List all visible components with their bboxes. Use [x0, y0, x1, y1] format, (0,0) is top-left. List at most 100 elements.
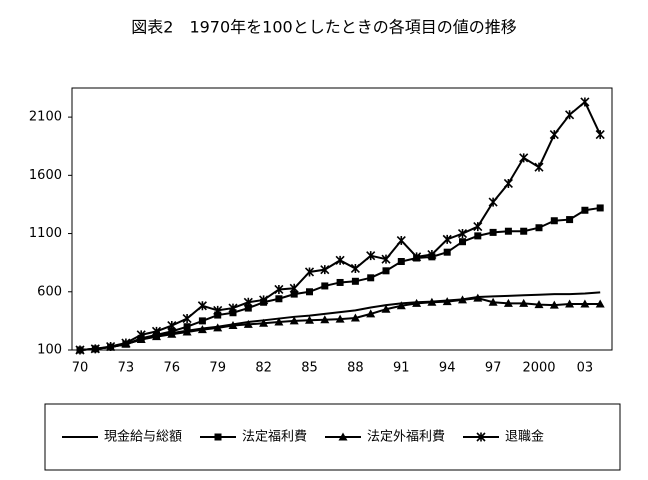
marker: [366, 251, 376, 261]
marker: [396, 301, 406, 310]
x-tick-label: 82: [255, 361, 272, 376]
marker: [106, 341, 116, 352]
marker: [335, 314, 345, 323]
marker: [183, 323, 191, 331]
marker: [259, 318, 269, 327]
marker: [595, 299, 605, 308]
marker: [320, 315, 330, 324]
marker: [290, 290, 298, 298]
marker: [197, 301, 207, 311]
marker: [580, 97, 590, 107]
marker: [565, 110, 575, 120]
marker: [182, 313, 192, 324]
marker: [338, 432, 348, 441]
marker: [489, 228, 497, 236]
legend-label: 法定外福利費: [367, 430, 445, 445]
marker: [335, 255, 345, 265]
marker: [198, 317, 206, 325]
marker: [228, 321, 238, 330]
marker: [581, 206, 589, 214]
marker: [503, 178, 513, 189]
marker: [243, 297, 253, 307]
marker: [214, 433, 222, 441]
x-tick-label: 85: [301, 361, 318, 376]
legend-label: 退職金: [505, 429, 544, 445]
marker: [213, 305, 223, 315]
marker: [306, 288, 313, 296]
marker: [396, 235, 406, 246]
marker: [442, 297, 452, 306]
marker: [350, 263, 360, 274]
x-tick-label: 73: [118, 361, 135, 376]
marker: [151, 326, 162, 336]
x-tick-label: 03: [577, 361, 594, 376]
marker: [520, 227, 528, 235]
marker: [473, 293, 483, 302]
marker: [336, 278, 344, 286]
marker: [459, 238, 466, 246]
marker: [90, 344, 100, 354]
marker: [259, 295, 269, 305]
marker: [566, 216, 574, 224]
marker: [289, 316, 299, 325]
marker: [549, 130, 559, 140]
marker: [75, 345, 85, 355]
marker: [534, 162, 544, 172]
marker: [213, 323, 223, 332]
marker: [229, 309, 237, 317]
marker: [381, 254, 391, 264]
marker: [412, 298, 422, 307]
x-tick-label: 91: [393, 361, 410, 376]
marker: [595, 130, 605, 140]
marker: [503, 298, 513, 307]
marker: [427, 249, 437, 260]
x-tick-label: 76: [164, 361, 181, 376]
marker: [182, 327, 192, 336]
marker: [596, 204, 604, 212]
marker: [550, 217, 558, 225]
marker: [488, 297, 498, 306]
marker: [321, 282, 329, 290]
marker: [243, 319, 253, 328]
marker: [474, 232, 482, 240]
chart-title: 図表2 1970年を100としたときの各項目の値の推移: [131, 18, 516, 37]
marker: [228, 303, 238, 313]
marker: [427, 297, 437, 306]
marker: [274, 284, 284, 295]
marker: [351, 277, 359, 285]
marker: [214, 311, 222, 319]
marker: [457, 228, 468, 239]
marker: [305, 315, 314, 324]
marker: [442, 234, 452, 244]
marker: [366, 309, 376, 318]
marker: [504, 227, 512, 235]
y-tick-label: 100: [37, 343, 62, 358]
marker: [274, 317, 284, 326]
marker: [458, 295, 467, 304]
plot-frame: [71, 87, 613, 351]
y-tick-label: 600: [37, 284, 62, 299]
marker: [549, 300, 559, 309]
marker: [519, 298, 529, 307]
legend-label: 現金給与総額: [104, 429, 182, 445]
marker: [397, 258, 405, 266]
marker: [488, 197, 498, 207]
y-tick-label: 2100: [29, 110, 62, 125]
marker: [121, 338, 131, 348]
marker: [320, 265, 330, 275]
marker: [350, 313, 360, 322]
marker: [167, 329, 177, 338]
marker: [473, 222, 483, 232]
marker: [443, 248, 451, 256]
marker: [476, 432, 486, 442]
marker: [167, 320, 177, 331]
marker: [197, 325, 207, 334]
marker: [412, 252, 422, 262]
legend-label: 法定福利費: [242, 430, 307, 445]
marker: [534, 300, 544, 309]
legend-frame: [44, 403, 621, 471]
marker: [136, 330, 146, 340]
x-tick-label: 97: [485, 361, 502, 376]
marker: [519, 153, 529, 163]
